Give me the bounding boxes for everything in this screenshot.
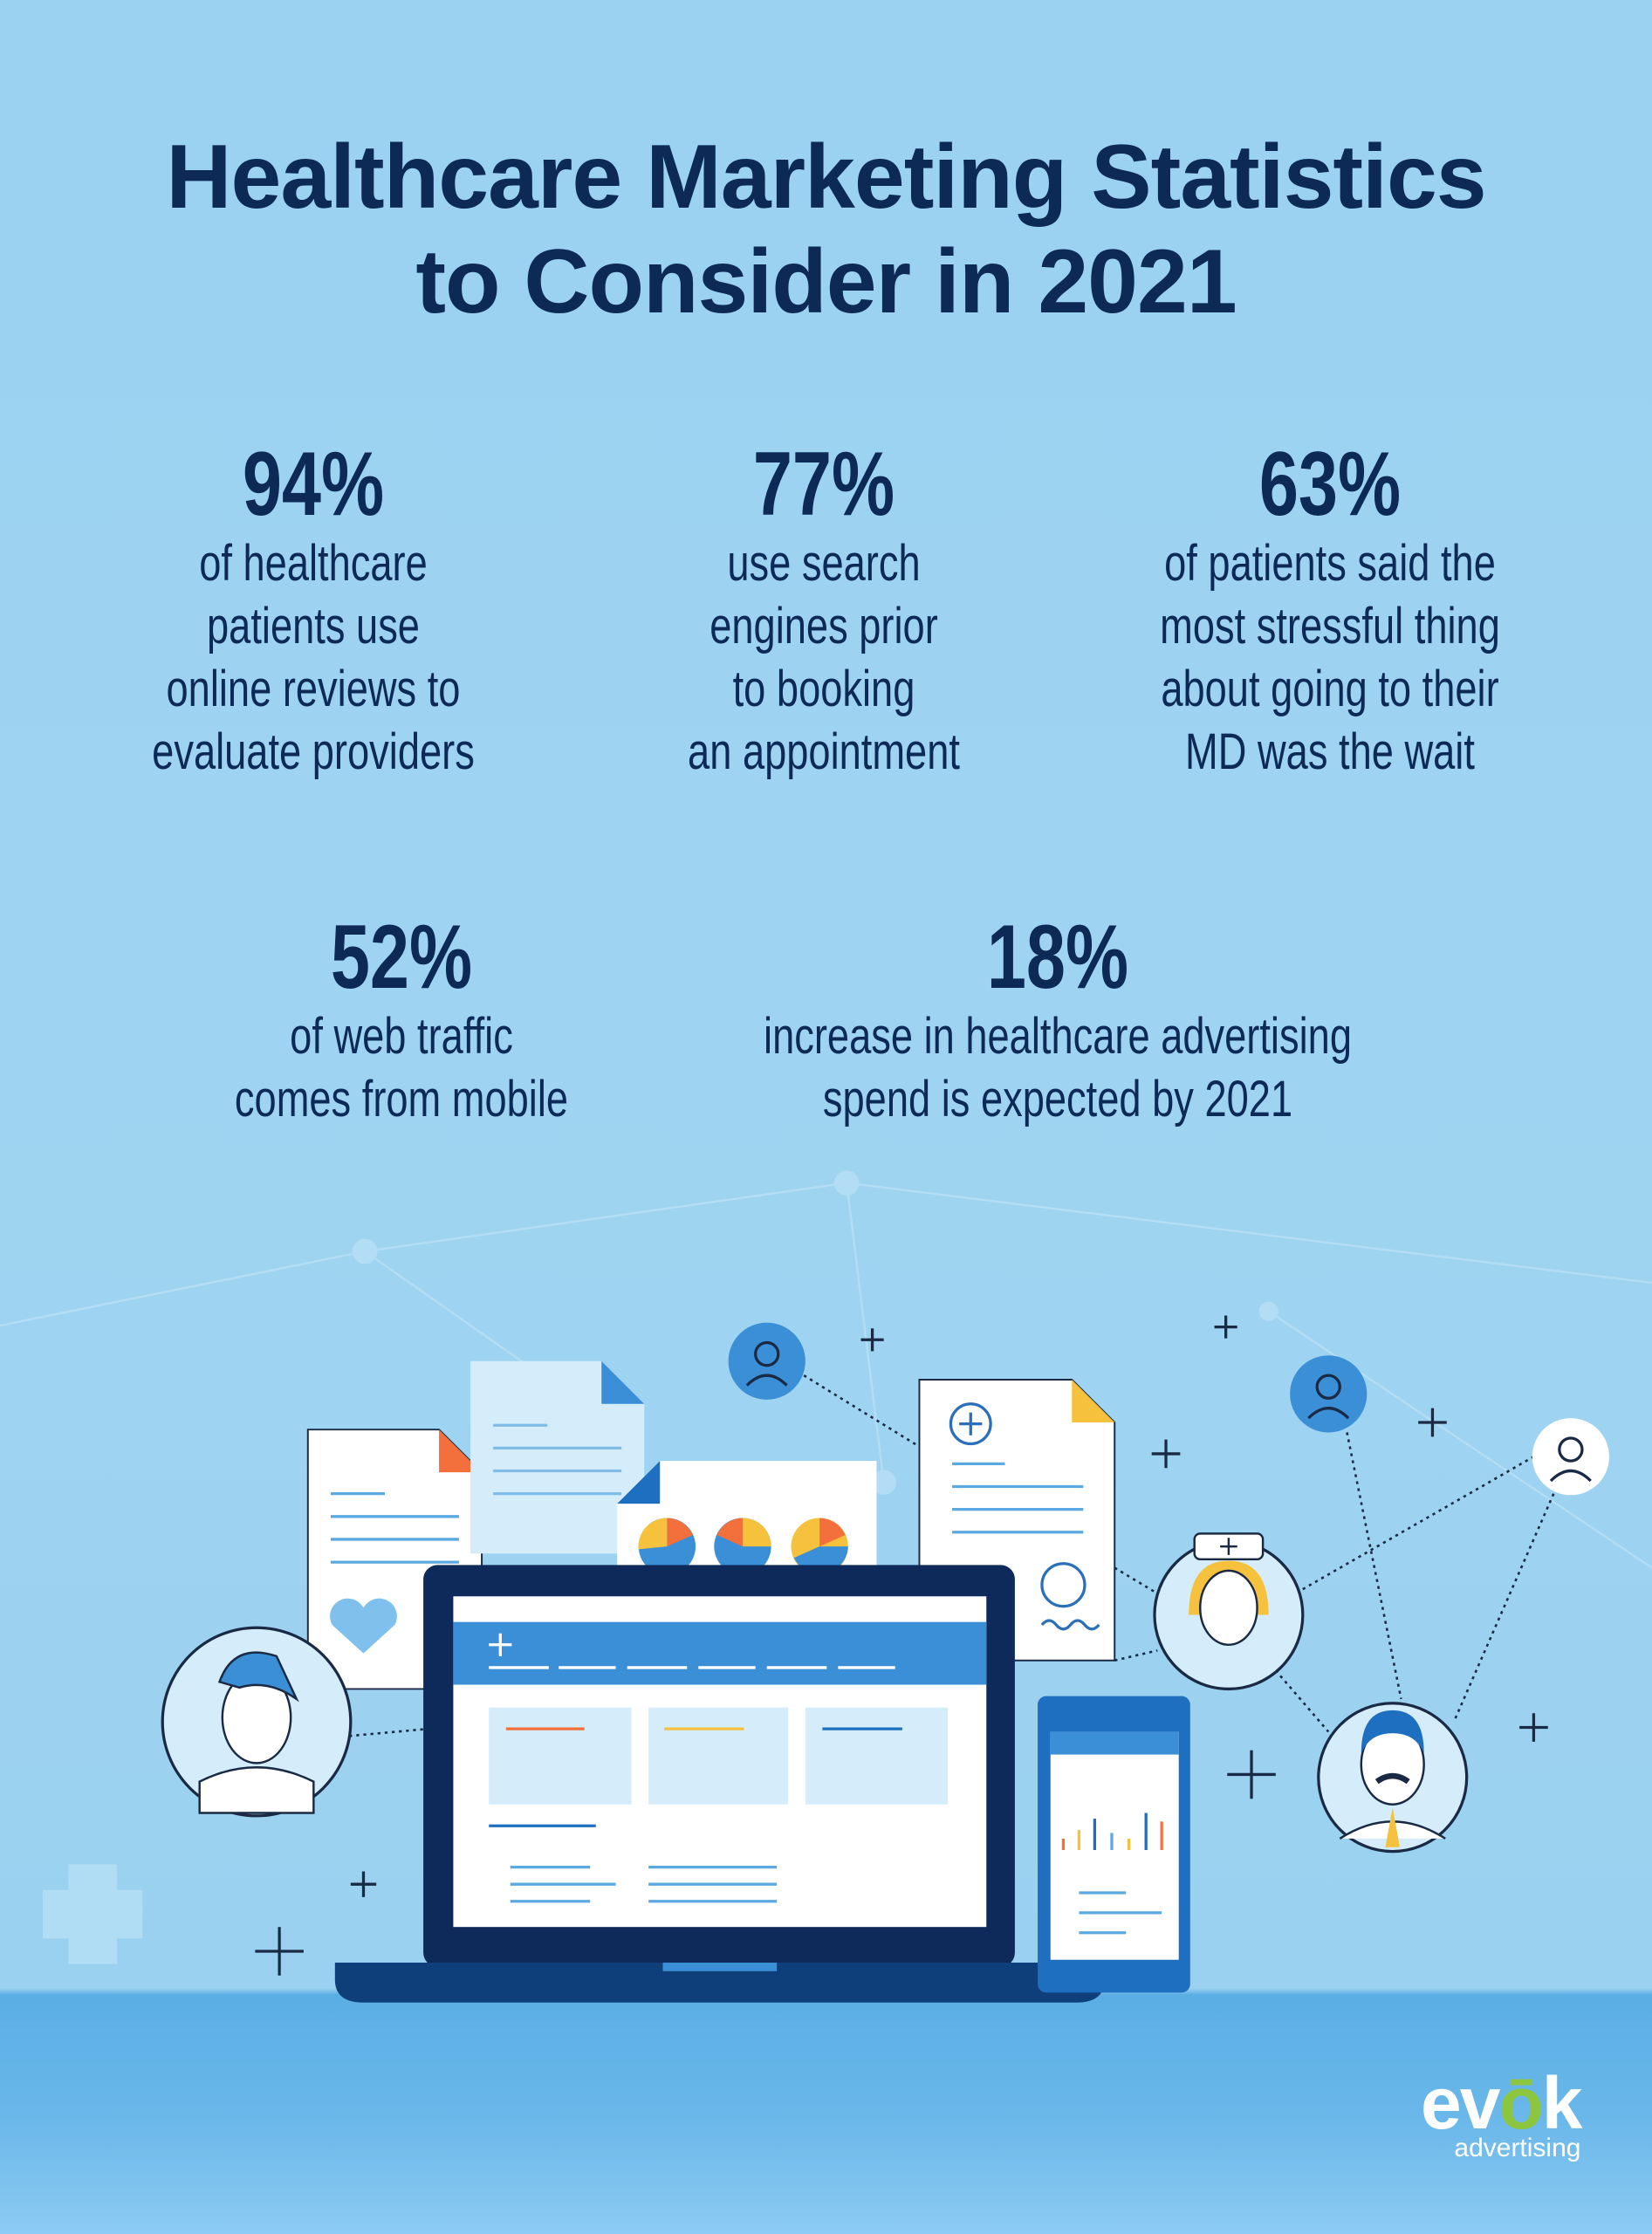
doctor-avatar [1317, 1702, 1469, 1854]
stat-value: 63% [1258, 434, 1402, 535]
stat-18: 18% increase in healthcare advertising s… [764, 909, 1352, 1131]
stat-line: online reviews to [166, 661, 461, 717]
stat-line: evaluate providers [152, 723, 475, 780]
pie-charts-card [617, 1461, 877, 1575]
cross-icon [43, 1864, 143, 1964]
user-avatar-icon [1532, 1418, 1609, 1496]
stat-line: spend is expected by 2021 [822, 1071, 1293, 1127]
stat-line: of healthcare [199, 535, 428, 592]
stat-52: 52% of web traffic comes from mobile [235, 909, 568, 1131]
stat-line: comes from mobile [234, 1071, 569, 1127]
stat-value: 77% [752, 434, 895, 535]
laptop-icon [334, 1565, 1105, 2003]
network-lines [0, 1170, 1652, 1569]
logo-tagline: advertising [1454, 2134, 1581, 2162]
stat-line: MD was the wait [1185, 723, 1475, 780]
stat-line: about going to their [1161, 661, 1499, 717]
stat-line: of web traffic [290, 1008, 513, 1065]
user-avatar-icon [1290, 1355, 1368, 1433]
evok-logo: evōk advertising [1421, 2062, 1582, 2162]
stat-value: 52% [330, 907, 473, 1008]
stat-line: increase in healthcare advertising [764, 1008, 1352, 1065]
user-avatar-icon [728, 1322, 805, 1400]
dotted-connectors [349, 1374, 1555, 1737]
stat-63: 63% of patients said the most stressful … [1160, 436, 1500, 784]
nurse-avatar [1153, 1532, 1305, 1691]
phone-icon [1038, 1696, 1190, 1993]
stat-line: use search [727, 535, 921, 592]
page-title-line-1: Healthcare Marketing Statistics [166, 127, 1486, 228]
stat-line: most stressful thing [1160, 598, 1500, 654]
stat-line: engines prior [709, 598, 938, 654]
plus-icons [255, 1315, 1548, 1976]
stat-line: to booking [732, 661, 915, 717]
stat-value: 18% [986, 907, 1129, 1008]
stat-value: 94% [242, 434, 385, 535]
page-title-line-2: to Consider in 2021 [415, 231, 1237, 332]
stat-94: 94% of healthcare patients use online re… [152, 436, 475, 784]
stat-line: an appointment [688, 723, 960, 780]
stat-77: 77% use search engines prior to booking … [688, 436, 960, 784]
stat-line: of patients said the [1164, 535, 1496, 592]
patient-avatar [161, 1626, 353, 1818]
stat-line: patients use [207, 598, 420, 654]
